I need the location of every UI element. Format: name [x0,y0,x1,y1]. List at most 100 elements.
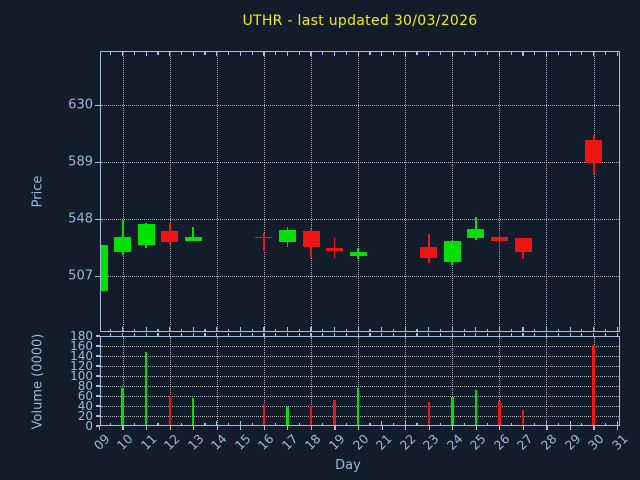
x-minor-tick [545,421,548,425]
x-gap-tick [110,332,112,336]
x-major-tick [499,426,501,430]
x-minor-tick [357,327,359,331]
x-gap-tick [228,332,230,336]
x-minor-tick [298,52,300,55]
x-minor-tick [334,327,336,331]
volume-bar [333,400,336,425]
volume-tick-label: 100 [70,369,93,383]
x-major-tick [405,426,407,430]
price-gridline [101,275,619,277]
x-axis-label: Day [335,458,361,473]
x-major-tick [216,426,218,430]
x-minor-tick [298,422,300,425]
x-minor-tick [522,327,524,331]
x-gap-tick [122,332,124,336]
x-minor-tick [286,327,289,331]
x-gap-tick [498,332,501,336]
x-minor-tick [557,328,559,331]
volume-bar [498,400,501,425]
candle-body [349,252,367,257]
x-gap-tick [557,332,559,336]
x-minor-tick [310,327,312,331]
x-minor-tick [534,328,536,331]
x-gap-tick [310,332,312,336]
volume-tick-label: 120 [70,359,93,373]
candle-body [279,229,296,243]
price-vgridline [263,52,265,331]
x-gap-tick [357,332,359,336]
x-major-tick [240,426,242,430]
x-minor-tick [463,422,465,425]
x-major-tick [593,426,595,430]
x-gap-tick [510,332,512,336]
candle-body [514,238,532,253]
x-minor-tick [487,328,489,331]
x-minor-tick [251,328,253,331]
x-gap-tick [616,332,618,336]
x-major-tick [522,426,524,430]
x-gap-tick [216,332,218,336]
x-minor-tick [228,52,230,55]
x-gap-tick [381,332,383,336]
volume-tick-label: 180 [70,329,93,343]
x-minor-tick [616,52,618,56]
x-minor-tick [180,52,183,55]
volume-tick [95,345,100,347]
x-gap-tick [392,332,395,336]
x-minor-tick [345,328,347,331]
x-gap-tick [251,332,253,336]
x-gap-tick [463,332,465,336]
x-minor-tick [110,422,112,425]
volume-bar [286,407,289,425]
x-major-tick [381,426,383,430]
x-minor-tick [169,327,171,331]
volume-gridline [101,385,619,387]
x-minor-tick [557,52,559,55]
candle-body [114,236,132,253]
candle-body [490,236,508,242]
x-minor-tick [157,422,159,425]
x-major-tick [475,426,477,430]
x-minor-tick [192,52,194,56]
x-minor-tick [392,328,395,331]
x-major-tick [334,426,336,430]
x-minor-tick [216,421,218,425]
volume-bar [145,351,148,425]
x-minor-tick [369,52,371,55]
x-gap-tick [169,332,171,336]
x-gap-tick [204,332,206,336]
x-major-tick [169,426,171,430]
volume-vgridline [452,337,454,425]
x-minor-tick [604,52,606,55]
x-minor-tick [322,52,324,55]
x-minor-tick [569,327,571,331]
volume-tick [95,335,100,337]
candle-body [161,231,179,243]
x-minor-tick [228,422,230,425]
volume-bar [592,344,595,425]
x-minor-tick [510,52,512,55]
x-minor-tick [404,421,406,425]
x-major-tick [122,426,124,430]
volume-tick-label: 60 [77,389,93,403]
volume-vgridline [546,337,548,425]
x-major-tick [263,426,265,430]
x-gap-tick [487,332,489,336]
volume-gridline [101,375,619,377]
x-minor-tick [334,52,336,56]
x-gap-tick [192,332,194,336]
volume-gridline [101,415,619,417]
x-minor-tick [369,422,371,425]
x-minor-tick [581,328,583,331]
price-vgridline [405,52,407,331]
candle-body [443,241,461,262]
x-gap-tick [522,332,524,336]
x-minor-tick [110,328,112,331]
price-tick [95,161,100,163]
price-gridline [101,218,619,220]
volume-gridline [101,365,619,367]
candle-body [302,231,320,247]
x-minor-tick [593,52,595,56]
volume-tick [95,405,100,407]
price-vgridline [499,52,501,331]
